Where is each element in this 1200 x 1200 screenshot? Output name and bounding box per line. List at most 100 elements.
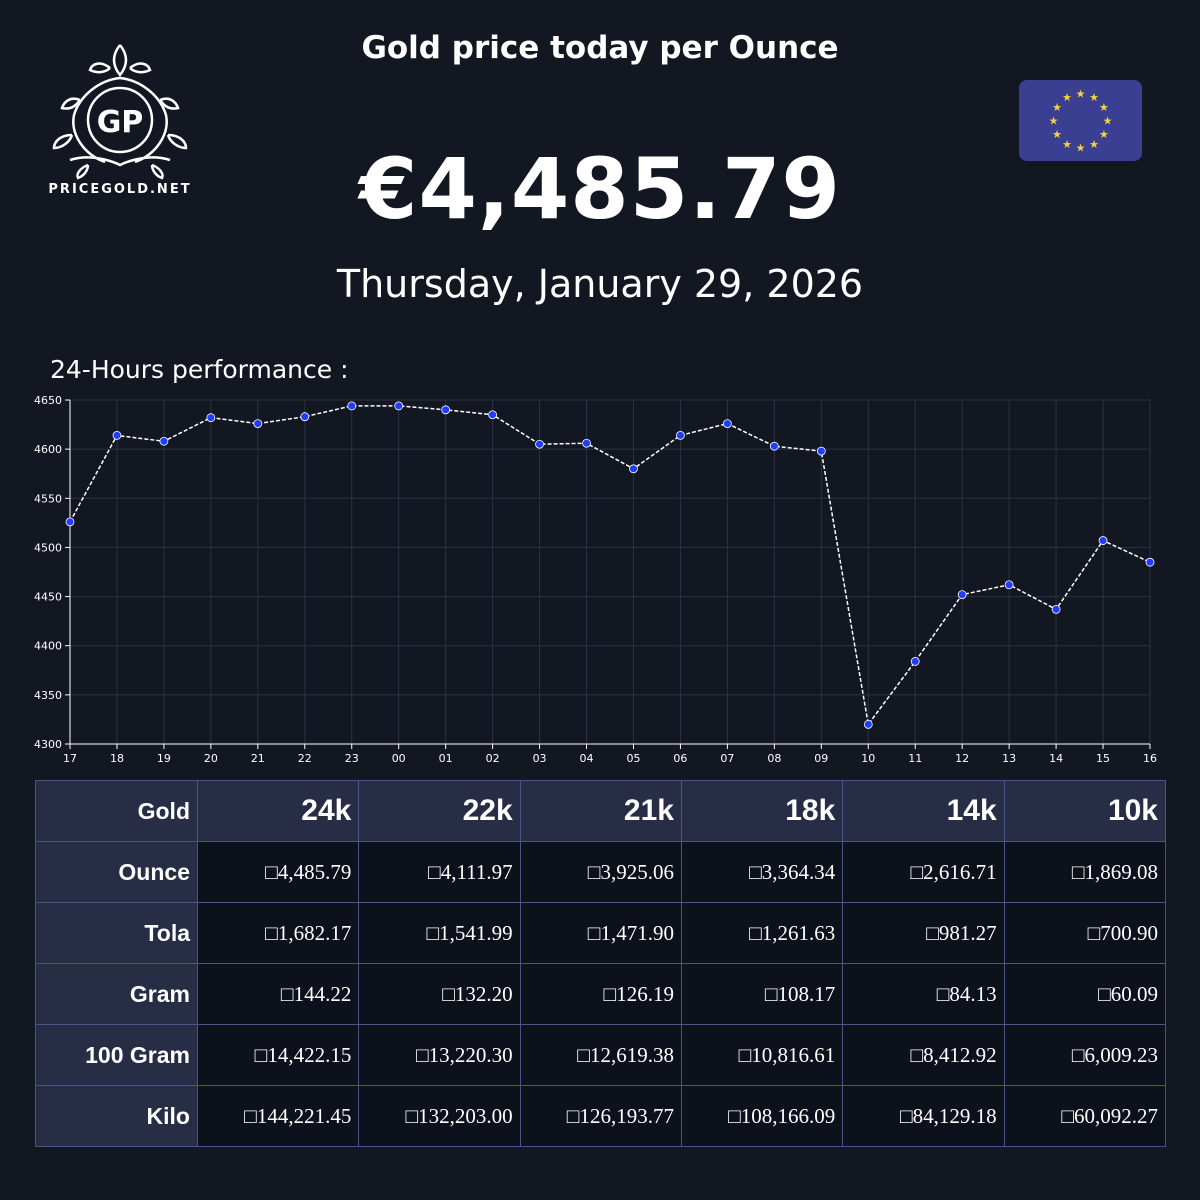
price-cell: □144,221.45 (196, 1085, 360, 1147)
flag-star-icon: ★ (1099, 101, 1109, 114)
x-tick-label: 10 (861, 752, 875, 765)
data-point (65, 517, 75, 527)
data-point (1098, 536, 1108, 545)
current-price: €4,485.79 (359, 140, 841, 238)
flag-star-icon: ★ (1062, 91, 1072, 104)
x-tick-label: 00 (392, 752, 406, 765)
data-point (488, 410, 498, 420)
data-point (1051, 604, 1061, 614)
x-tick-label: 06 (673, 752, 687, 765)
x-tick-label: 13 (1002, 752, 1016, 765)
price-cell: □84,129.18 (842, 1085, 1005, 1147)
column-header: 14k (842, 780, 1005, 842)
flag-star-icon: ★ (1103, 115, 1113, 128)
column-header: 10k (1003, 780, 1167, 842)
price-cell: □4,485.79 (196, 841, 360, 903)
x-tick-label: 03 (533, 752, 547, 765)
price-cell: □4,111.97 (358, 841, 521, 903)
data-point (957, 590, 967, 600)
table-corner-label: Gold (35, 780, 198, 842)
x-tick-label: 16 (1143, 752, 1157, 765)
table-row: Gram □144.22 □132.20 □126.19 □108.17 □84.13 □6… (35, 963, 1167, 1025)
data-point (676, 430, 685, 440)
logo-wordmark: PRICEGOLD.NET (48, 182, 192, 197)
price-series-line (69, 405, 1151, 727)
data-point (159, 436, 169, 446)
row-header: Gram (35, 963, 198, 1025)
price-cell: □700.90 (1003, 902, 1167, 964)
table-row: Ounce □4,485.79 □4,111.97 □3,925.06 □3,364.3… (35, 841, 1167, 903)
y-tick-label: 4550 (34, 492, 62, 505)
price-cell: □1,682.17 (196, 902, 360, 964)
flag-star-icon: ★ (1076, 88, 1086, 101)
x-tick-label: 23 (345, 752, 359, 765)
x-tick-label: 08 (767, 752, 781, 765)
flag-star-icon: ★ (1052, 128, 1062, 141)
data-point (910, 657, 920, 666)
flag-star-icon: ★ (1062, 138, 1072, 151)
price-cell: □132.20 (358, 963, 521, 1025)
data-point (1145, 557, 1155, 567)
current-date: Thursday, January 29, 2026 (336, 262, 864, 306)
y-tick-label: 4350 (34, 689, 62, 702)
price-cell: □3,925.06 (519, 841, 682, 903)
price-cell: □1,541.99 (358, 902, 521, 964)
y-tick-label: 4400 (34, 640, 62, 653)
x-tick-label: 12 (955, 752, 969, 765)
x-tick-label: 02 (486, 752, 500, 765)
y-tick-label: 4300 (34, 738, 62, 751)
y-tick-label: 4450 (34, 591, 62, 604)
eu-stars: ★ ★★★★★★★★★★★ (1049, 88, 1113, 155)
price-cell: □1,869.08 (1003, 841, 1167, 903)
column-header: 24k (196, 780, 360, 842)
data-point (253, 419, 263, 428)
plot-area (70, 400, 1150, 744)
table-row: 100 Gram □14,422.15 □13,220.30 □12,619.38 □1… (35, 1024, 1167, 1086)
row-header: 100 Gram (35, 1024, 198, 1086)
x-tick-label: 21 (251, 752, 265, 765)
price-line-chart: 4300 4350 4400 4450 4500 4550 4600 4650 17 18 19 20… (34, 394, 1157, 765)
x-tick-label: 09 (814, 752, 828, 765)
table-row: Kilo □144,221.45 □132,203.00 □126,193.77 □10… (35, 1085, 1167, 1147)
flag-star-icon: ★ (1099, 128, 1109, 141)
price-cell: □6,009.23 (1003, 1024, 1167, 1086)
price-cell: □132,203.00 (358, 1085, 521, 1147)
price-cell: □10,816.61 (680, 1024, 844, 1086)
data-point (112, 430, 122, 440)
x-tick-label: 14 (1049, 752, 1063, 765)
flag-star-icon: ★ (1089, 138, 1099, 151)
price-cell: □108,166.09 (680, 1085, 844, 1147)
price-cell: □1,261.63 (680, 902, 844, 964)
laurel-emblem-icon: GP (52, 44, 188, 180)
row-header: Kilo (35, 1085, 198, 1147)
x-tick-label: 17 (63, 752, 77, 765)
data-point (582, 438, 591, 448)
price-cell: □14,422.15 (196, 1024, 360, 1086)
price-cell: □8,412.92 (842, 1024, 1005, 1086)
eu-flag-icon[interactable]: ★ ★ ★ ★ ★ ★ ★ ★ ★ ★ ★ ★ (1019, 80, 1142, 161)
data-point (441, 405, 451, 415)
price-cell: □144.22 (196, 963, 360, 1025)
price-cell: □126,193.77 (519, 1085, 682, 1147)
price-cell: □60.09 (1003, 963, 1167, 1025)
data-point (535, 439, 544, 449)
site-logo[interactable]: GP PRICEGOLD.NET (40, 40, 200, 200)
column-header: 18k (680, 780, 844, 842)
data-point (347, 401, 357, 411)
price-cell: □108.17 (680, 963, 844, 1025)
x-tick-label: 07 (720, 752, 734, 765)
price-cell: □84.13 (842, 963, 1005, 1025)
price-cell: □981.27 (842, 902, 1005, 964)
x-tick-label: 04 (580, 752, 594, 765)
flag-star-icon: ★ (1052, 101, 1062, 114)
page-title: Gold price today per Ounce (361, 30, 839, 66)
price-cell: □1,471.90 (519, 902, 682, 964)
performance-label: 24-Hours performance : (50, 355, 349, 384)
table-row: Tola □1,682.17 □1,541.99 □1,471.90 □1,261.63… (35, 902, 1167, 964)
data-point (816, 446, 826, 456)
data-point (629, 464, 638, 474)
table-header-row: Gold 24k 22k 21k 18k 14k 10k (35, 780, 1167, 842)
price-table: Gold 24k 22k 21k 18k 14k 10k Ounce □4,485… (35, 780, 1167, 1147)
flag-star-icon: ★ (1049, 115, 1059, 128)
price-cell: □60,092.27 (1003, 1085, 1167, 1147)
